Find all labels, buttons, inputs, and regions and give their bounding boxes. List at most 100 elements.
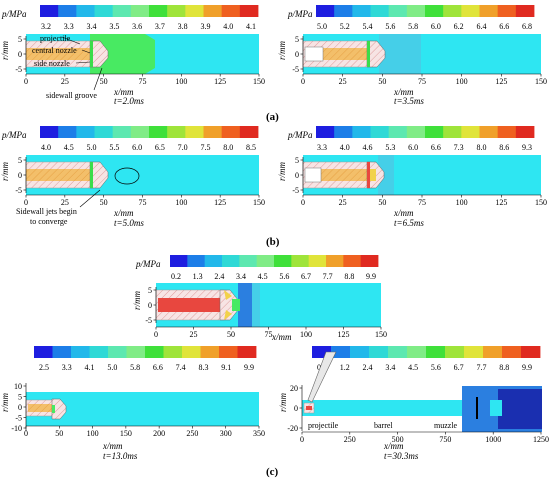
colorbar-tick-label: 4.6 (363, 143, 373, 152)
r-axis-label: r/mm (277, 161, 287, 181)
colorbar-swatch (274, 255, 292, 267)
section-label-b: (b) (266, 236, 280, 248)
colorbar-swatch (76, 5, 95, 17)
x-tick-label: 75 (418, 198, 426, 207)
colorbar-swatch (149, 126, 168, 138)
x-axis-label: x/mm (383, 441, 404, 451)
x-tick-label: 0 (154, 330, 158, 339)
y-tick-label: -10 (11, 424, 22, 433)
colorbar-tick-label: 7.3 (454, 143, 464, 152)
time-label: t=5.0ms (114, 218, 144, 228)
y-tick-label: 5 (18, 156, 22, 165)
projectile-head (51, 398, 67, 420)
jet-front (52, 405, 55, 413)
x-axis-label: x/mm (393, 87, 414, 97)
colorbar-tick-label: 4.5 (408, 363, 418, 372)
colorbar-swatch (237, 346, 257, 358)
colorbar-tick-label: 9.1 (221, 363, 231, 372)
y-tick-label: 0 (148, 301, 152, 310)
jets-converge-label: Sidewall jets begin (16, 207, 77, 216)
x-tick-label: 0 (24, 77, 28, 86)
colorbar-tick-label: 5.3 (385, 143, 395, 152)
colorbar-swatch (34, 346, 53, 358)
x-tick-label: 125 (338, 330, 350, 339)
colorbar-swatch (40, 126, 59, 138)
colorbar-swatch (126, 346, 146, 358)
colorbar (170, 255, 379, 267)
y-tick-label: 10 (14, 382, 22, 391)
colorbar-swatch (388, 126, 408, 138)
y-tick-label: 0 (295, 50, 299, 59)
colorbar-swatch (203, 126, 223, 138)
colorbar-swatch (407, 346, 427, 358)
central-nozzle-jet (308, 169, 370, 181)
y-axis: 20 0 -20 (287, 384, 303, 433)
colorbar-swatch (308, 255, 327, 267)
x-tick-label: 150 (535, 77, 547, 86)
colorbar-tick-label: 9.9 (244, 363, 254, 372)
muzzle-label: muzzle (434, 421, 458, 430)
y-tick-label: -20 (287, 424, 298, 433)
panel-c1: p/MPa 0.2 1.3 2.4 3.4 4.5 5.6 6.7 7.7 8.8 9.9 50-… (132, 255, 387, 342)
x-tick-label: 75 (265, 330, 273, 339)
colorbar-swatch (443, 5, 462, 17)
sidewall-groove-label: sidewall groove (46, 91, 97, 100)
colorbar-tick-label: 6.4 (476, 22, 486, 31)
y-tick-label: 0 (18, 171, 22, 180)
y-tick-label: -5 (292, 186, 299, 195)
colorbar-tick-label: 3.9 (200, 22, 210, 31)
colorbar-swatch (445, 346, 465, 358)
x-axis-label: x/mm (271, 332, 292, 342)
colorbar-swatch (479, 5, 499, 17)
colorbar-swatch (350, 346, 370, 358)
pressure-unit-label: p/MPa (287, 9, 313, 19)
colorbar-swatch (130, 5, 150, 17)
colorbar-tick-label: 6.6 (431, 143, 441, 152)
colorbar-ticks: 3.3 4.0 4.6 5.3 6.0 6.6 7.3 8.0 8.6 9.3 (317, 143, 532, 152)
sidewall-groove-mark (367, 41, 370, 67)
colorbar-tick-label: 2.5 (39, 363, 49, 372)
central-nozzle-label: central nozzle (32, 46, 77, 55)
time-label: t=6.5ms (394, 218, 424, 228)
x-axis-label: x/mm (393, 208, 414, 218)
colorbar-swatch (464, 346, 484, 358)
colorbar-swatch (167, 126, 186, 138)
r-axis-label: r/mm (0, 392, 10, 412)
colorbar-swatch (149, 5, 168, 17)
colorbar (40, 126, 259, 138)
r-axis-label: r/mm (278, 392, 288, 412)
jets-converge-label-2: to converge (30, 217, 68, 226)
x-tick-label: 250 (186, 429, 198, 438)
r-axis-label: r/mm (0, 161, 10, 181)
colorbar-swatch (406, 126, 426, 138)
colorbar-swatch (515, 126, 535, 138)
x-axis-label: x/mm (113, 208, 134, 218)
projectile-label: projectile (308, 421, 339, 430)
side-jet (224, 310, 232, 320)
colorbar-swatch (89, 346, 109, 358)
colorbar-tick-label: 3.7 (155, 22, 165, 31)
colorbar-tick-label: 4.5 (258, 272, 268, 281)
colorbar-swatch (221, 5, 241, 17)
colorbar-swatch (219, 346, 238, 358)
pressure-unit-label: p/MPa (287, 130, 313, 140)
colorbar-swatch (326, 255, 344, 267)
x-tick-label: 25 (339, 77, 347, 86)
x-tick-label: 150 (375, 330, 387, 339)
x-axis: 0 25 50 75 100 125 150 (301, 194, 547, 207)
pressure-gradient (252, 283, 260, 327)
colorbar-swatch (334, 5, 353, 17)
x-tick-label: 125 (214, 198, 226, 207)
x-tick-label: 75 (418, 77, 426, 86)
x-tick-label: 500 (392, 435, 404, 444)
y-tick-label: 5 (148, 286, 152, 295)
x-tick-label: 25 (61, 198, 69, 207)
low-pressure-zone (238, 283, 252, 327)
colorbar-tick-label: 9.9 (366, 272, 376, 281)
x-tick-label: 50 (227, 330, 235, 339)
colorbar-tick-label: 4.0 (223, 22, 233, 31)
colorbar-swatch (94, 126, 114, 138)
x-tick-label: 125 (495, 77, 507, 86)
y-axis: 10 50 -5-10 (11, 382, 27, 433)
colorbar-swatch (497, 126, 517, 138)
